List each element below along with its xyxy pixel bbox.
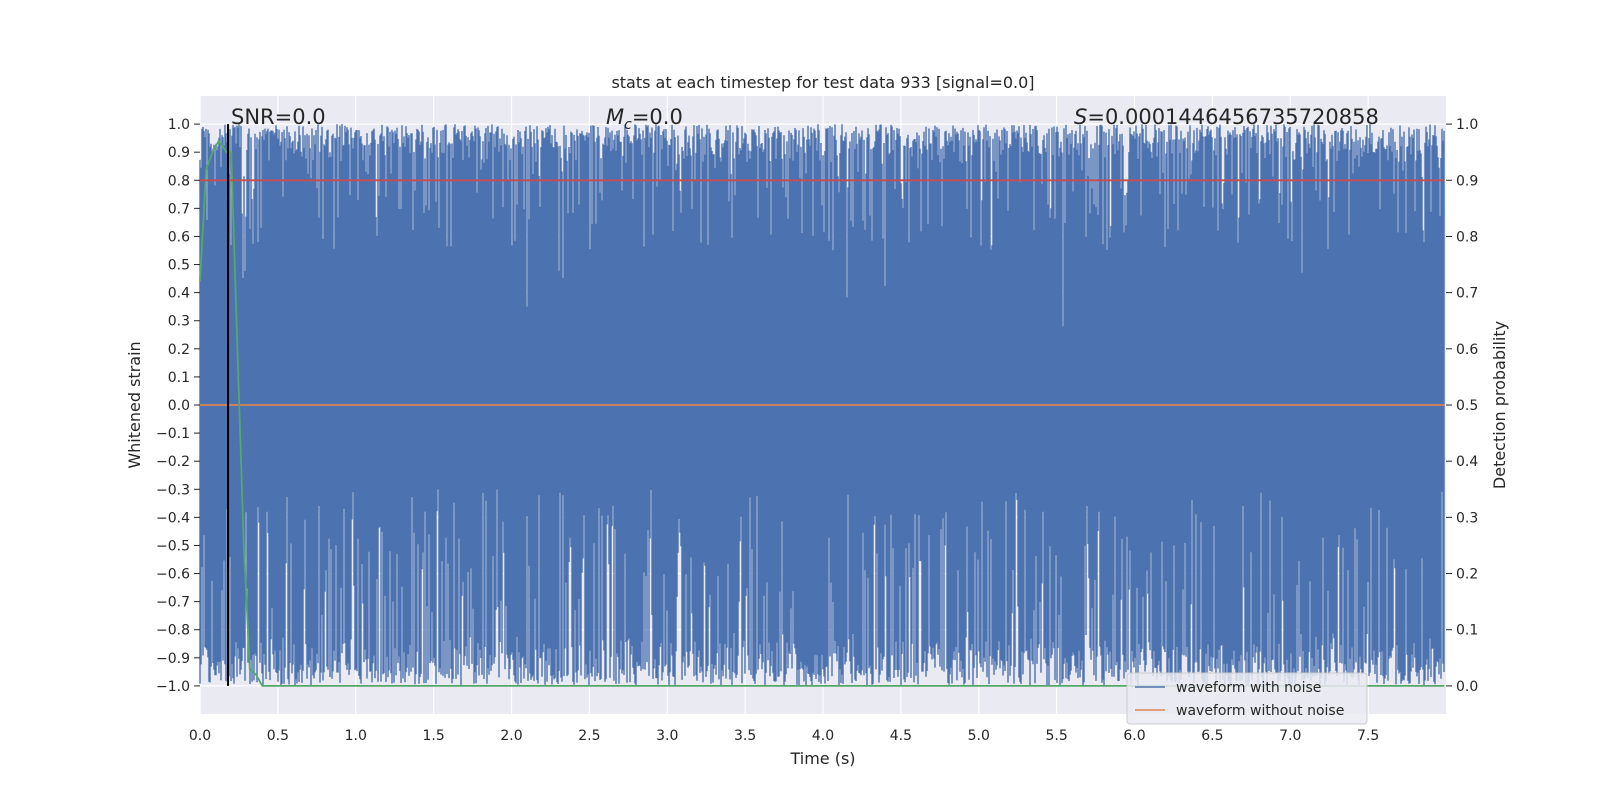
annotation-s-value: =0.0001446456735720858	[1087, 105, 1379, 129]
x-tick-labels: 0.0 0.5 1.0 1.5 2.0 2.5 3.0 3.5 4.0 4.5 5.0 5.5 6.0 6…	[189, 728, 1379, 744]
x-tick-label: 3.0	[656, 728, 678, 744]
x-tick-label: 2.5	[578, 728, 600, 744]
x-tick-label: 6.5	[1201, 728, 1223, 744]
y-left-tick-label: −0.4	[156, 510, 190, 526]
y-left-tick-label: 0.5	[168, 258, 190, 274]
y-right-tick-label: 0.2	[1456, 567, 1478, 583]
x-tick-label: 5.5	[1045, 728, 1067, 744]
y-right-tick-label: 1.0	[1456, 117, 1478, 133]
annotation-mc: Mc=0.0	[606, 105, 683, 133]
y-left-tick-label: −0.1	[156, 426, 190, 442]
y-right-tick-label: 0.7	[1456, 286, 1478, 302]
y-right-tick-labels: 1.0 0.9 0.8 0.7 0.6 0.5 0.4 0.3 0.2 0.1 0.0	[1446, 117, 1478, 695]
y-right-tick-label: 0.0	[1456, 679, 1478, 695]
y-axis-label-left: Whitened strain	[125, 341, 144, 468]
annotation-mc-symbol: M	[606, 105, 624, 129]
x-tick-label: 6.0	[1123, 728, 1145, 744]
x-tick-label: 7.5	[1357, 728, 1379, 744]
y-right-tick-label: 0.3	[1456, 510, 1478, 526]
y-right-tick-label: 0.6	[1456, 342, 1478, 358]
y-left-tick-label: 0.4	[168, 286, 190, 302]
annotation-s-symbol: S	[1074, 105, 1087, 129]
y-right-tick-label: 0.5	[1456, 398, 1478, 414]
series-lines	[199, 124, 1445, 687]
series-line-2	[199, 139, 1445, 687]
y-left-tick-labels: 1.0 0.9 0.8 0.7 0.6 0.5 0.4 0.3 0.2 0.1 0.0 −0.1 −0.…	[156, 117, 200, 695]
y-left-tick-label: 0.2	[168, 342, 190, 358]
x-tick-label: 1.0	[345, 728, 367, 744]
y-left-tick-label: 0.9	[168, 145, 190, 161]
y-left-tick-label: −0.5	[156, 538, 190, 554]
legend-box	[1126, 672, 1368, 725]
x-tick-label: 4.5	[890, 728, 912, 744]
y-left-tick-label: 0.3	[168, 314, 190, 330]
x-tick-label: 5.0	[968, 728, 990, 744]
y-left-tick-label: 0.6	[168, 229, 190, 245]
y-left-tick-label: −0.2	[156, 454, 190, 470]
legend-label-noise: waveform with noise	[1176, 680, 1321, 696]
y-left-tick-label: 0.1	[168, 370, 190, 386]
y-left-tick-label: −0.6	[156, 567, 190, 583]
y-left-tick-label: −0.8	[156, 623, 190, 639]
x-tick-label: 0.5	[267, 728, 289, 744]
annotation-mc-value: =0.0	[632, 105, 683, 129]
y-left-tick-label: 0.7	[168, 201, 190, 217]
x-axis-label: Time (s)	[789, 749, 855, 768]
x-tick-label: 7.0	[1279, 728, 1301, 744]
y-axis-label-right: Detection probability	[1490, 321, 1509, 489]
annotation-s: S=0.0001446456735720858	[1074, 105, 1379, 129]
x-tick-label: 3.5	[734, 728, 756, 744]
y-left-tick-label: −0.7	[156, 595, 190, 611]
x-tick-label: 4.0	[812, 728, 834, 744]
annotation-snr: SNR=0.0	[231, 105, 326, 129]
y-right-tick-label: 0.9	[1456, 173, 1478, 189]
x-tick-label: 2.0	[500, 728, 522, 744]
y-left-tick-label: −0.3	[156, 482, 190, 498]
y-right-tick-label: 0.4	[1456, 454, 1478, 470]
annotation-mc-subscript: c	[624, 117, 632, 133]
x-tick-label: 1.5	[422, 728, 444, 744]
chart-title: stats at each timestep for test data 933…	[611, 73, 1034, 92]
y-left-tick-label: 1.0	[168, 117, 190, 133]
y-left-tick-label: 0.8	[168, 173, 190, 189]
legend-label-clean: waveform without noise	[1176, 703, 1344, 719]
y-right-tick-label: 0.1	[1456, 623, 1478, 639]
y-right-tick-label: 0.8	[1456, 229, 1478, 245]
y-left-tick-label: −1.0	[156, 679, 190, 695]
y-left-tick-label: 0.0	[168, 398, 190, 414]
x-tick-label: 0.0	[189, 728, 211, 744]
y-left-tick-label: −0.9	[156, 651, 190, 667]
legend: waveform with noise waveform without noi…	[1126, 672, 1368, 725]
